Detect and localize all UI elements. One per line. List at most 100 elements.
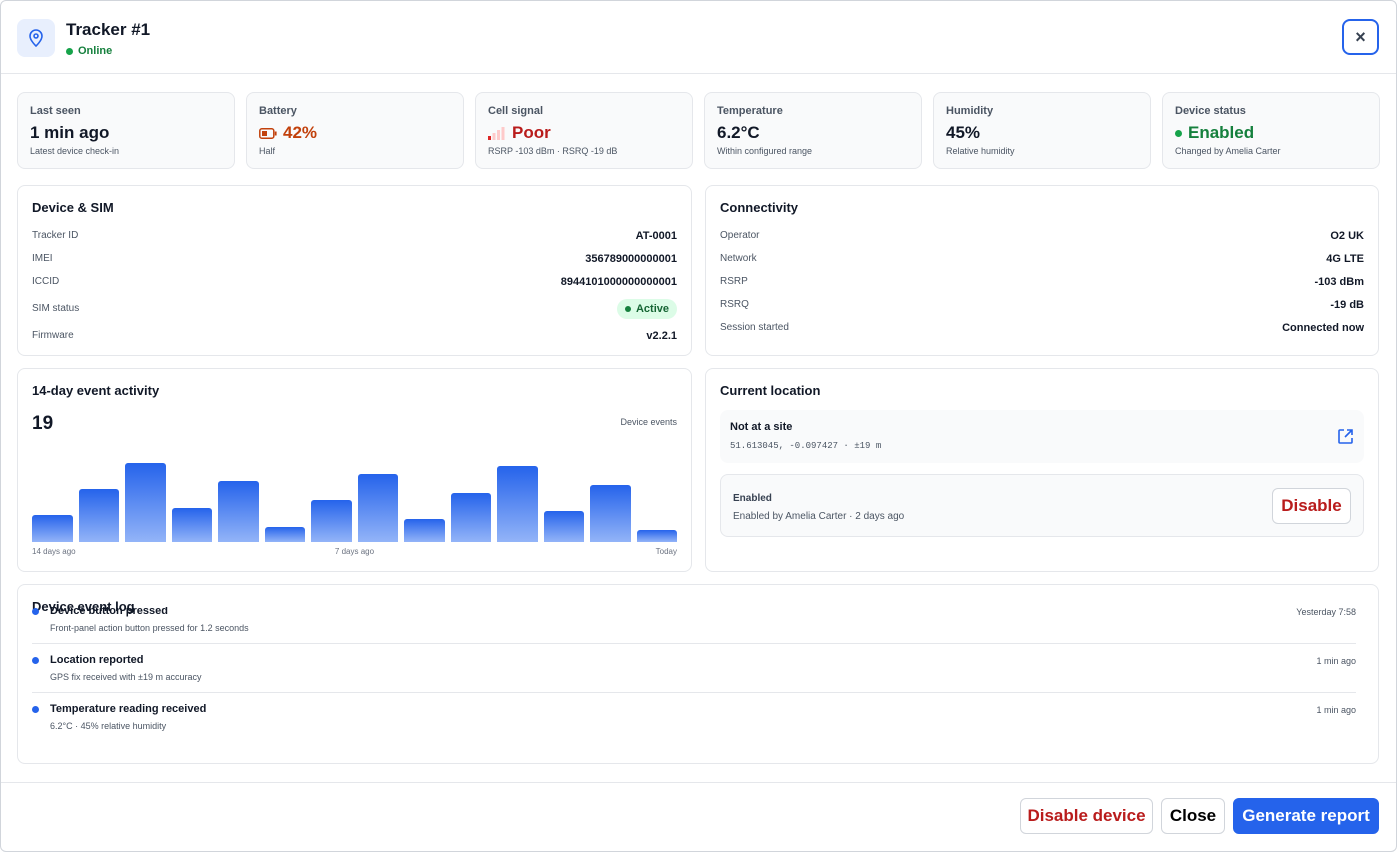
stat-value-row: 45%	[946, 122, 1138, 144]
disable-button[interactable]: Disable	[1272, 488, 1351, 524]
stat-label: Humidity	[946, 105, 994, 117]
stat-card: Humidity 45% Relative humidity	[933, 92, 1151, 169]
bar	[590, 485, 631, 542]
bar	[311, 500, 352, 542]
event-detail: 6.2°C · 45% relative humidity	[50, 721, 167, 731]
event-dot	[32, 706, 39, 713]
stat-label: Temperature	[717, 105, 783, 117]
status-text: Online	[78, 45, 113, 57]
event-time: 1 min ago	[1316, 656, 1356, 666]
close-x[interactable]: ×	[1342, 19, 1379, 55]
device-sim: Device & SIM Tracker ID AT-0001 IMEI 356789…	[17, 185, 692, 356]
row-label: Tracker ID	[32, 230, 79, 241]
badge: Active	[616, 298, 677, 319]
location-box: Not at a site 51.613045, -0.097427 · ±19…	[720, 410, 1364, 463]
row: Firmware v2.2.1	[32, 324, 677, 347]
row: ICCID 8944101000000000001	[32, 270, 677, 293]
place: Not at a site	[730, 421, 793, 433]
bar	[404, 519, 445, 542]
row: SIM status Active	[32, 293, 677, 324]
row-label: IMEI	[32, 253, 53, 264]
row-label: Operator	[720, 230, 760, 241]
event-time: 1 min ago	[1316, 705, 1356, 715]
rows: Operator O2 UK Network 4G LTE RSRP -103 dBm RS…	[720, 224, 1364, 339]
bar	[32, 515, 73, 542]
row-value: 8944101000000000001	[560, 275, 677, 288]
stat-card: Cell signal Poor RSRP -103 dBm · RSRQ -19 …	[475, 92, 693, 169]
bar	[543, 511, 584, 542]
event-detail: GPS fix received with ±19 m accuracy	[50, 672, 202, 682]
stat-sub: Half	[259, 146, 276, 156]
total: 19	[32, 413, 54, 434]
row-label: Network	[720, 253, 757, 264]
stat-value-row: Enabled	[1175, 122, 1367, 144]
generate-report[interactable]: Generate report	[1233, 798, 1379, 834]
axis-label: 7 days ago	[334, 547, 375, 556]
row-label: ICCID	[32, 276, 60, 287]
stat-value: 1 min ago	[30, 123, 110, 142]
event-log: Device event log Device button pressed Fr…	[17, 584, 1379, 764]
stat-sub: RSRP -103 dBm · RSRQ -19 dB	[488, 146, 618, 156]
activity: 14-day event activity 19 Device events 1…	[17, 368, 692, 572]
stat-value-row: 6.2°C	[717, 122, 909, 144]
panel-title: Device & SIM	[32, 200, 114, 215]
panel-title: Device event log	[32, 599, 135, 614]
open-map[interactable]	[1337, 428, 1354, 445]
disable-device[interactable]: Disable device	[1020, 798, 1153, 834]
row: RSRQ -19 dB	[720, 293, 1364, 316]
bar	[497, 466, 538, 542]
row-value: -103 dBm	[1314, 275, 1364, 288]
footer: Disable device Close Generate report	[1, 782, 1396, 851]
event-dot	[32, 608, 39, 615]
stat-value-row: 1 min ago	[30, 122, 222, 144]
row-value: AT-0001	[635, 229, 677, 242]
stat-value: 6.2°C	[717, 123, 760, 142]
bar	[264, 527, 305, 542]
status-box: Enabled Enabled by Amelia Carter · 2 day…	[720, 474, 1364, 537]
bar	[357, 474, 398, 542]
event-dot	[32, 657, 39, 664]
stat-sub: Changed by Amelia Carter	[1175, 146, 1281, 156]
row-label: RSRP	[720, 276, 748, 287]
connectivity: Connectivity Operator O2 UK Network 4G LTE R…	[705, 185, 1379, 356]
stat-value: Enabled	[1188, 123, 1255, 142]
bar	[218, 481, 259, 542]
event: Location reported GPS fix received with ±…	[32, 644, 1356, 693]
row-value: Connected now	[1282, 321, 1364, 334]
bar	[450, 493, 491, 542]
stats: Last seen 1 min ago Latest device check-in…	[17, 92, 1380, 169]
row-label: Session started	[720, 322, 789, 333]
stat-value: 42%	[283, 123, 318, 142]
row-label: SIM status	[32, 303, 80, 314]
panel-title: 14-day event activity	[32, 383, 160, 398]
event-time: Yesterday 7:58	[1296, 607, 1356, 617]
row-value: 4G LTE	[1326, 252, 1364, 265]
axis-label: Today	[655, 547, 677, 556]
panel-title: Connectivity	[720, 200, 799, 215]
event: Device button pressed Front-panel action …	[32, 607, 1356, 644]
header: Tracker #1 Online ×	[1, 1, 1396, 74]
row-value: v2.2.1	[646, 329, 677, 342]
row: Network 4G LTE	[720, 247, 1364, 270]
status-title: Enabled	[733, 493, 772, 504]
stat-label: Last seen	[30, 105, 81, 117]
stat-value-row: Poor	[488, 122, 680, 144]
status: Online	[66, 45, 112, 57]
stat-sub: Within configured range	[717, 146, 813, 156]
bar	[636, 530, 677, 542]
stat-card: Device status Enabled Changed by Amelia Ca…	[1162, 92, 1380, 169]
close-button[interactable]: Close	[1161, 798, 1225, 834]
row: Session started Connected now	[720, 316, 1364, 339]
event-title: Location reported	[50, 654, 144, 666]
stat-value-row: 42%	[259, 122, 451, 144]
caption: Device events	[620, 417, 677, 427]
bars	[32, 459, 677, 542]
events: Device button pressed Front-panel action …	[32, 607, 1364, 742]
stat-card: Temperature 6.2°C Within configured range	[704, 92, 922, 169]
row: RSRP -103 dBm	[720, 270, 1364, 293]
panel-title: Current location	[720, 383, 821, 398]
event: Temperature reading received 6.2°C · 45% …	[32, 693, 1356, 742]
stat-label: Cell signal	[488, 105, 544, 117]
row: Operator O2 UK	[720, 224, 1364, 247]
